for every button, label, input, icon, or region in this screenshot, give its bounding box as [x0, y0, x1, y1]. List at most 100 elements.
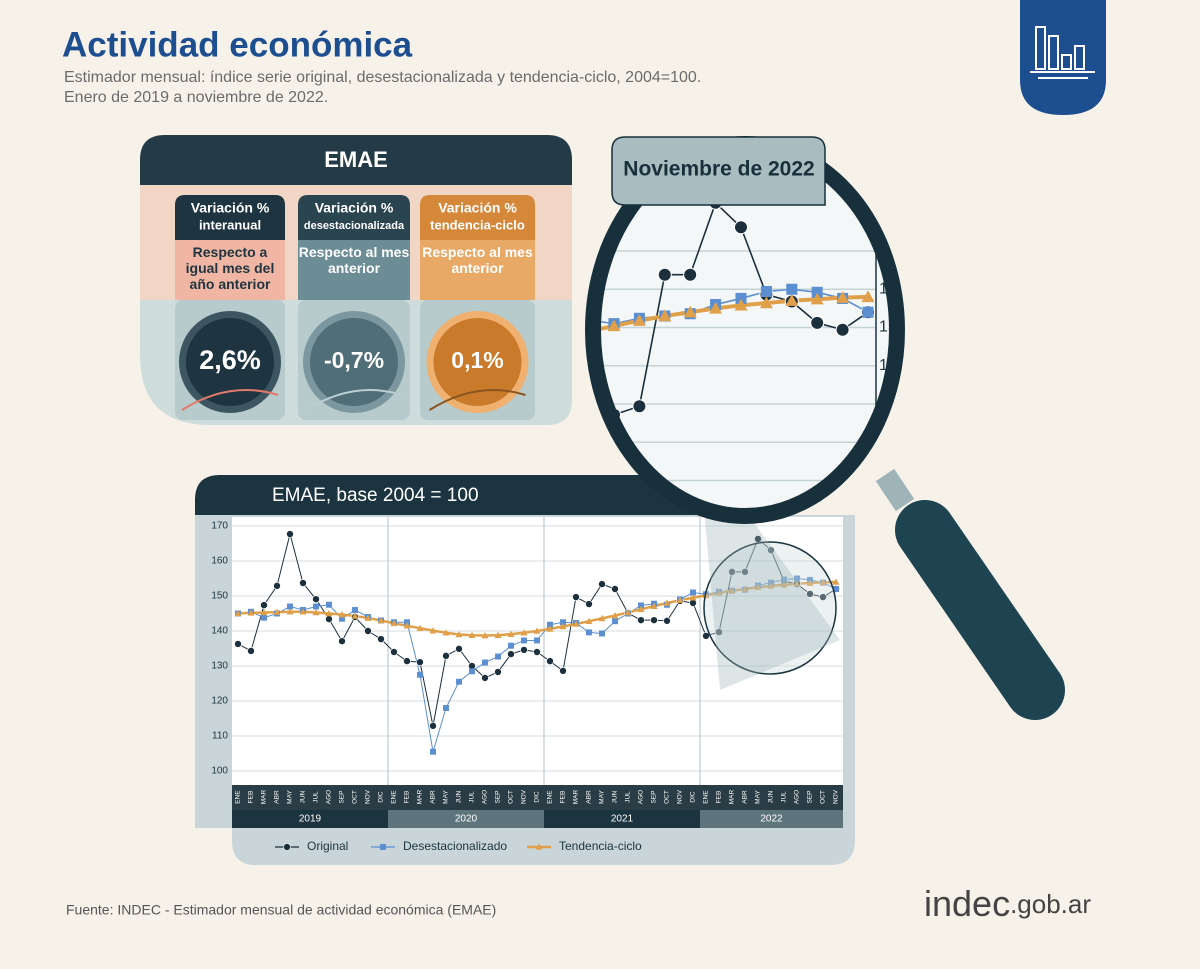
marker [520, 629, 528, 636]
marker [521, 637, 527, 644]
x-tick-label: AGO [794, 790, 801, 804]
marker [715, 589, 723, 596]
marker [482, 659, 488, 666]
kpi-desc-box [420, 240, 535, 300]
marker [417, 671, 423, 678]
marker [403, 622, 411, 629]
marker [819, 578, 827, 586]
icon [1030, 26, 1095, 79]
marker [735, 292, 747, 304]
year-bar [388, 810, 544, 828]
x-tick-label: MAY [287, 790, 294, 804]
kpi-arc [181, 389, 279, 411]
x-tick-label: JUN [612, 790, 619, 803]
marker [535, 843, 543, 850]
x-tick-label: AGO [638, 790, 645, 804]
marker [75, 662, 86, 673]
marker [24, 379, 35, 390]
marker [0, 443, 11, 456]
lens-beam [705, 470, 840, 690]
marker [442, 652, 450, 660]
marker [599, 630, 605, 637]
page-title: Actividad económica [62, 25, 413, 64]
marker [325, 615, 333, 623]
marker [125, 437, 138, 450]
marker [247, 647, 255, 655]
x-tick-label: AGO [326, 790, 333, 804]
marker [377, 635, 385, 643]
marker [49, 466, 62, 479]
x-tick-label: AGO [482, 790, 489, 804]
marker [793, 580, 801, 587]
marker [390, 648, 398, 656]
marker [632, 314, 646, 326]
x-tick-label: DIC [378, 791, 385, 803]
marker [663, 599, 671, 606]
marker [351, 612, 359, 619]
kpi-title: Variación % [191, 200, 270, 216]
x-tick-label: MAY [443, 790, 450, 804]
summary-title: EMAE [324, 147, 388, 172]
marker [277, 443, 290, 456]
marker [227, 431, 238, 442]
zoom-y-tick-label: 135 [879, 433, 906, 450]
marker [326, 601, 332, 608]
marker [785, 294, 799, 306]
marker [534, 637, 540, 644]
marker [794, 575, 800, 582]
marker [819, 593, 827, 601]
marker [23, 463, 36, 476]
x-tick-label: ENE [547, 790, 554, 804]
chart-header [195, 475, 700, 515]
marker [50, 494, 61, 505]
x-tick-label: JUL [625, 791, 632, 803]
marker [74, 605, 87, 618]
marker [650, 616, 658, 624]
x-tick-label: ENE [703, 790, 710, 804]
x-tick-label: ABR [586, 790, 593, 804]
marker [728, 568, 736, 576]
marker [313, 603, 319, 610]
x-tick-label: SEP [339, 790, 346, 803]
marker [494, 668, 502, 676]
marker [586, 629, 592, 636]
year-bar [700, 810, 843, 828]
marker [508, 642, 514, 649]
x-tick-label: NOV [365, 789, 372, 804]
x-tick-label: FEB [248, 791, 255, 804]
marker [754, 583, 762, 591]
marker [260, 601, 268, 609]
marker [734, 298, 748, 311]
marker [299, 608, 307, 615]
year-bar [232, 810, 388, 828]
marker [443, 705, 449, 711]
marker [741, 568, 749, 576]
lens-spot [703, 541, 837, 675]
series-line [593, 294, 869, 416]
marker [632, 399, 647, 414]
handle [895, 500, 1065, 720]
marker [150, 474, 163, 487]
marker [507, 630, 515, 637]
x-tick-label: OCT [508, 790, 515, 804]
x-tick-label: DIC [534, 791, 541, 803]
kpi-circle [310, 318, 398, 406]
x-tick-label: JUL [469, 791, 476, 803]
x-tick-label: MAY [755, 790, 762, 804]
x-tick-label: FEB [716, 791, 723, 804]
marker [658, 309, 672, 322]
kpi-value: 0,1% [451, 347, 503, 373]
marker [177, 467, 188, 478]
marker [151, 486, 162, 497]
marker [709, 301, 723, 314]
marker [303, 463, 316, 476]
marker [455, 631, 463, 638]
x-tick-label: NOV [833, 789, 840, 804]
marker [338, 611, 346, 618]
zoom-title-box [611, 136, 826, 206]
marker [607, 319, 621, 332]
x-tick-label: SEP [495, 790, 502, 803]
x-tick-label: ENE [391, 790, 398, 804]
subtitle: Estimador mensual: índice serie original… [64, 69, 701, 86]
kpi-title: Variación % [438, 200, 517, 216]
